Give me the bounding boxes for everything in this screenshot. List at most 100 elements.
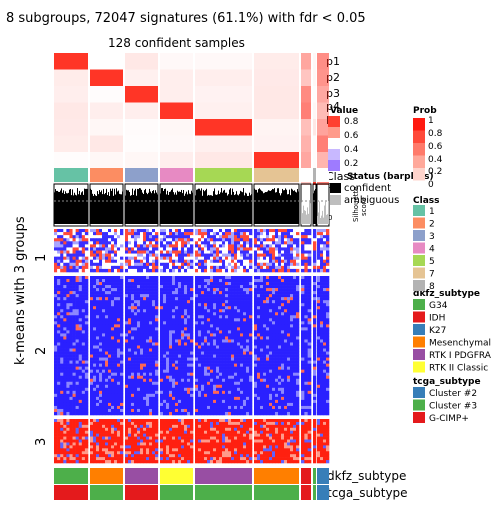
heatmap-cell (195, 388, 198, 391)
heatmap-cell (284, 260, 287, 263)
heatmap-cell (296, 266, 299, 269)
silhouette-bar (105, 193, 106, 224)
heatmap-cell (195, 342, 198, 345)
heatmap-cell (228, 397, 231, 400)
heatmap-cell (237, 282, 240, 285)
heatmap-cell (243, 294, 246, 297)
heatmap-cell (114, 269, 117, 272)
heatmap-cell (198, 300, 201, 303)
heatmap-cell (254, 276, 257, 279)
heatmap-cell (234, 358, 237, 361)
heatmap-cell (201, 361, 204, 364)
heatmap-cell (260, 294, 263, 297)
silhouette-bar (77, 188, 78, 224)
heatmap-cell (137, 306, 140, 309)
heatmap-cell (320, 244, 323, 247)
prob-cell (195, 70, 252, 87)
heatmap-cell (237, 241, 240, 244)
heatmap-cell (272, 247, 275, 250)
heatmap-cell (152, 324, 155, 327)
heatmap-cell (231, 373, 234, 376)
heatmap-cell (278, 373, 281, 376)
heatmap-cell (140, 342, 143, 345)
heatmap-cell (222, 254, 225, 257)
heatmap-cell (76, 333, 79, 336)
heatmap-cell (111, 263, 114, 266)
heatmap-cell (93, 349, 96, 352)
heatmap-cell (175, 327, 178, 330)
heatmap-cell (222, 333, 225, 336)
heatmap-cell (60, 391, 63, 394)
heatmap-cell (210, 330, 213, 333)
heatmap-cell (249, 251, 252, 254)
heatmap-cell (172, 285, 175, 288)
heatmap-cell (281, 282, 284, 285)
heatmap-cell (152, 269, 155, 272)
heatmap-cell (181, 247, 184, 250)
heatmap-cell (269, 358, 272, 361)
heatmap-cell (184, 288, 187, 291)
heatmap-cell (73, 244, 76, 247)
heatmap-cell (287, 373, 290, 376)
heatmap-cell (90, 266, 93, 269)
heatmap-cell (108, 241, 111, 244)
heatmap-cell (225, 257, 228, 260)
heatmap-cell (201, 315, 204, 318)
heatmap-cell (93, 269, 96, 272)
heatmap-cell (105, 352, 108, 355)
heatmap-cell (172, 306, 175, 309)
heatmap-cell (146, 394, 149, 397)
silhouette-bar (130, 196, 131, 224)
silhouette-bar (132, 189, 133, 224)
heatmap-cell (152, 406, 155, 409)
heatmap-cell (237, 321, 240, 324)
heatmap-cell (152, 385, 155, 388)
heatmap-cell (225, 379, 228, 382)
heatmap-cell (102, 263, 105, 266)
heatmap-cell (85, 349, 88, 352)
heatmap-cell (63, 355, 66, 358)
heatmap-cell (76, 361, 79, 364)
heatmap-cell (272, 288, 275, 291)
heatmap-cell (246, 300, 249, 303)
heatmap-cell (63, 241, 66, 244)
heatmap-cell (231, 315, 234, 318)
heatmap-cell (102, 327, 105, 330)
heatmap-cell (204, 358, 207, 361)
heatmap-cell (284, 318, 287, 321)
heatmap-cell (216, 291, 219, 294)
heatmap-cell (137, 266, 140, 269)
heatmap-cell (204, 382, 207, 385)
heatmap-cell (257, 266, 260, 269)
heatmap-cell (117, 406, 120, 409)
heatmap-cell (249, 321, 252, 324)
heatmap-cell (237, 361, 240, 364)
heatmap-cell (198, 269, 201, 272)
heatmap-cell (219, 294, 222, 297)
heatmap-cell (290, 288, 293, 291)
heatmap-cell (140, 400, 143, 403)
heatmap-cell (213, 403, 216, 406)
heatmap-cell (263, 251, 266, 254)
heatmap-cell (178, 388, 181, 391)
heatmap-cell (54, 232, 57, 235)
heatmap-cell (169, 403, 172, 406)
heatmap-cell (57, 394, 60, 397)
heatmap-cell (266, 288, 269, 291)
heatmap-cell (160, 397, 163, 400)
heatmap-cell (263, 297, 266, 300)
heatmap-cell (219, 400, 222, 403)
heatmap-cell (301, 229, 305, 232)
heatmap-cell (60, 251, 63, 254)
heatmap-cell (99, 312, 102, 315)
heatmap-cell (155, 327, 158, 330)
heatmap-cell (146, 324, 149, 327)
heatmap-cell (172, 260, 175, 263)
heatmap-cell (60, 279, 63, 282)
heatmap-cell (301, 241, 305, 244)
heatmap-cell (219, 266, 222, 269)
heatmap-cell (125, 266, 128, 269)
heatmap-cell (120, 394, 123, 397)
heatmap-cell (57, 306, 60, 309)
heatmap-cell (73, 400, 76, 403)
